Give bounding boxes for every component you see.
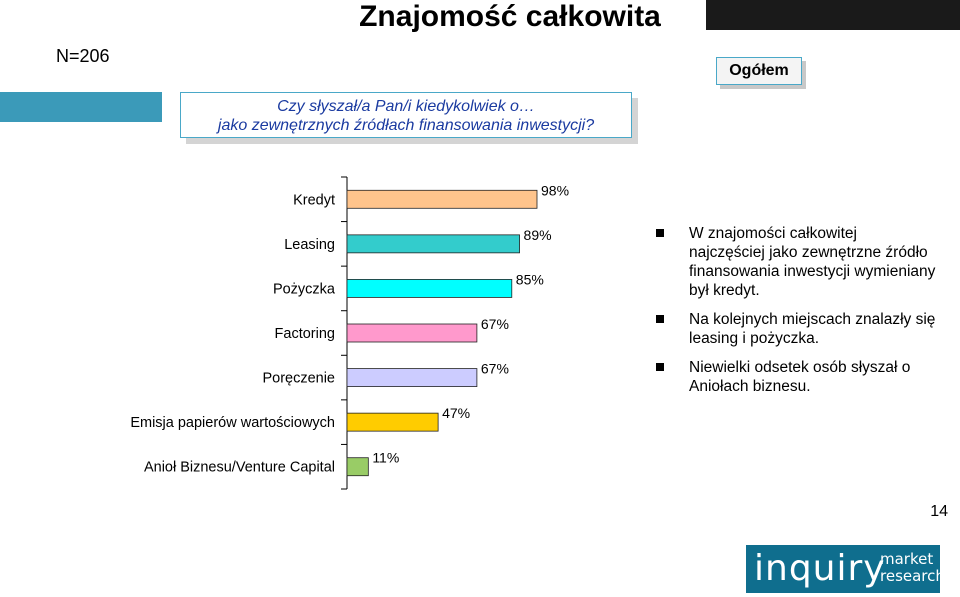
value-label: 85% bbox=[516, 271, 544, 287]
category-label: Factoring bbox=[275, 326, 335, 342]
question-line-1: Czy słyszał/a Pan/i kiedykolwiek o… bbox=[277, 98, 535, 115]
sample-size: N=206 bbox=[56, 46, 110, 66]
bullet-square-icon bbox=[656, 363, 664, 371]
question-line-2: jako zewnętrznych źródłach finansowania … bbox=[217, 117, 595, 134]
bullet-list: W znajomości całkowitej najczęściej jako… bbox=[656, 224, 936, 406]
bar bbox=[346, 412, 439, 432]
top-dark-bar bbox=[706, 0, 960, 30]
value-label: 67% bbox=[481, 316, 509, 332]
bullet-text: W znajomości całkowitej najczęściej jako… bbox=[689, 225, 936, 299]
category-label: Pożyczka bbox=[273, 281, 336, 297]
value-label: 11% bbox=[372, 450, 399, 466]
category-label: Leasing bbox=[284, 237, 335, 253]
logo-sub-text: market research bbox=[880, 550, 945, 585]
category-label: Anioł Biznesu/Venture Capital bbox=[144, 460, 335, 476]
value-label: 47% bbox=[442, 405, 470, 421]
accent-bar bbox=[0, 92, 162, 122]
category-label: Kredyt bbox=[293, 192, 335, 208]
value-label: 67% bbox=[481, 361, 509, 377]
page-title: Znajomość całkowita bbox=[359, 0, 661, 33]
bar bbox=[346, 189, 538, 209]
category-label: Emisja papierów wartościowych bbox=[130, 415, 335, 431]
bullet-item: Niewielki odsetek osób słyszał o Aniołac… bbox=[656, 358, 936, 396]
bullet-item: Na kolejnych miejscach znalazły się leas… bbox=[656, 310, 936, 348]
value-label: 89% bbox=[524, 227, 552, 243]
bar bbox=[346, 323, 478, 343]
bar bbox=[346, 457, 369, 477]
bullet-item: W znajomości całkowitej najczęściej jako… bbox=[656, 224, 936, 300]
logo-main-text: inquiry bbox=[754, 548, 886, 589]
value-label: 98% bbox=[541, 182, 569, 198]
bullet-square-icon bbox=[656, 229, 664, 237]
page-number: 14 bbox=[930, 503, 948, 520]
segment-badge: Ogółem bbox=[716, 57, 802, 85]
bullet-square-icon bbox=[656, 315, 664, 323]
bar bbox=[346, 279, 513, 298]
bullet-text: Na kolejnych miejscach znalazły się leas… bbox=[689, 311, 936, 347]
company-logo: inquiry market research bbox=[746, 545, 945, 593]
bar bbox=[346, 368, 478, 387]
question-box: Czy słyszał/a Pan/i kiedykolwiek o… jako… bbox=[180, 92, 632, 138]
bullet-text: Niewielki odsetek osób słyszał o Aniołac… bbox=[689, 359, 911, 395]
bar bbox=[346, 234, 520, 254]
category-label: Poręczenie bbox=[262, 371, 335, 387]
